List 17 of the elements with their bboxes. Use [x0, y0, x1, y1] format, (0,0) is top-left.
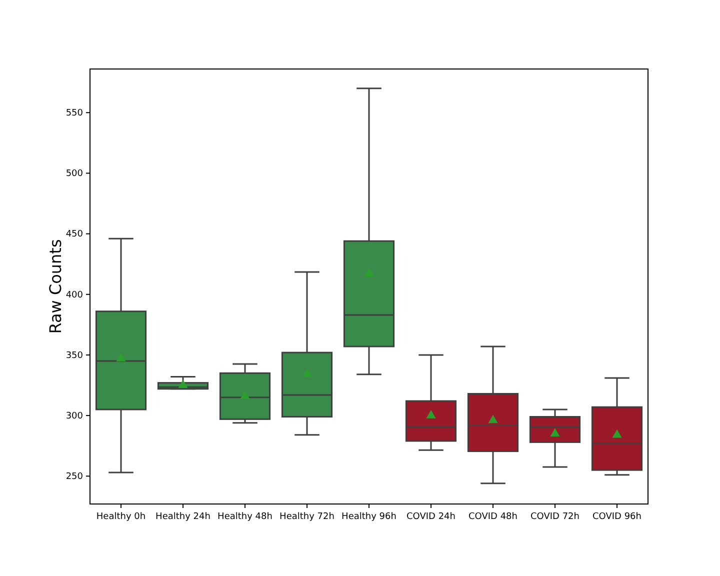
y-axis-title: Raw Counts	[46, 239, 65, 334]
y-tick-label: 300	[66, 411, 84, 422]
x-tick-label: COVID 96h	[592, 512, 642, 522]
x-tick-label: Healthy 96h	[342, 512, 396, 522]
y-tick-label: 400	[66, 290, 84, 300]
x-tick-label: COVID 72h	[530, 512, 580, 522]
y-tick-label: 550	[66, 108, 84, 118]
x-tick-label: Healthy 24h	[156, 512, 210, 522]
y-tick-label: 450	[66, 230, 84, 240]
y-tick-label: 250	[66, 472, 84, 482]
x-tick-label: Healthy 0h	[96, 512, 146, 522]
y-tick-label: 500	[66, 169, 84, 180]
x-tick-label: COVID 48h	[468, 512, 518, 522]
x-tick-label: Healthy 48h	[218, 512, 272, 522]
y-tick-label: 350	[66, 350, 84, 361]
x-tick-label: Healthy 72h	[280, 512, 334, 522]
x-tick-label: COVID 24h	[406, 512, 456, 522]
